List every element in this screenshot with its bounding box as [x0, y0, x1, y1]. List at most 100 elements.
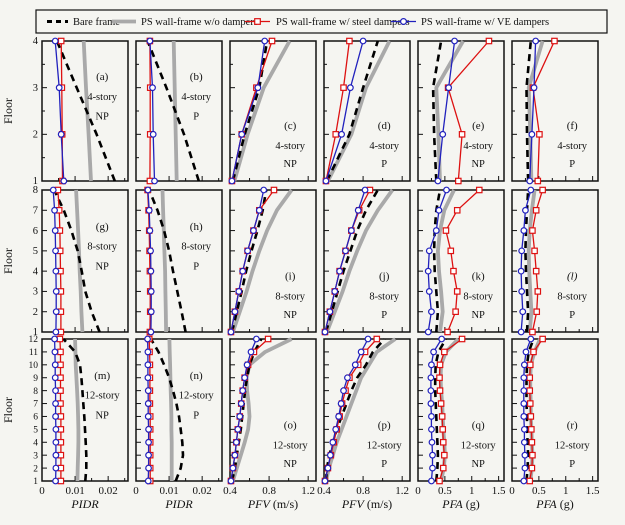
- panel-story-label: 12-story: [179, 391, 215, 402]
- series-wall-line: [167, 338, 174, 481]
- subplot-frame: [323, 338, 411, 482]
- series-wall-line: [434, 40, 465, 182]
- series-wall-line: [435, 189, 456, 333]
- series-wall-line: [73, 338, 81, 482]
- series-ve-line: [54, 40, 65, 182]
- subplot-d: (d) 4-story P: [322, 37, 411, 185]
- panel-story-label: 4-story: [557, 141, 587, 152]
- subplot-frame: [511, 40, 599, 182]
- x-axis-title: PFV (m/s): [341, 497, 392, 511]
- y-tick-label: 2: [33, 130, 38, 141]
- series-ve-markers: [520, 335, 535, 485]
- panel-letter: (q): [472, 419, 485, 431]
- y-tick-label: 2: [33, 464, 38, 474]
- series-ve-line: [325, 40, 364, 182]
- series-bare-line: [149, 338, 185, 482]
- panel-condition-label: NP: [95, 411, 109, 422]
- series-steel-line: [445, 189, 480, 333]
- subplot-frame: [41, 189, 129, 333]
- series-ve-line: [427, 189, 448, 333]
- x-tick-label: 1: [563, 485, 569, 497]
- x-axis-title: PIDR: [164, 497, 193, 511]
- panel-letter: (o): [284, 419, 297, 431]
- panel-condition-label: P: [381, 159, 387, 170]
- series-ve-line: [529, 40, 537, 182]
- legend-square-marker-icon: [254, 18, 261, 25]
- panel-story-label: 8-story: [463, 291, 493, 302]
- y-tick-label: 3: [33, 287, 38, 298]
- series-steel-line: [148, 338, 151, 481]
- panel-condition-label: P: [193, 262, 199, 273]
- series-bare-line: [231, 40, 269, 182]
- panel-story-label: 8-story: [275, 291, 305, 302]
- panel-condition-label: P: [193, 411, 199, 422]
- series-ve-markers: [321, 335, 372, 485]
- series-wall-line: [326, 40, 392, 182]
- subplot-frame: [229, 338, 317, 482]
- panel-story-label: 12-story: [555, 440, 591, 451]
- subplot-k: (k) 8-story NP: [417, 186, 505, 336]
- y-tick-label: 1: [33, 477, 38, 487]
- series-ve-markers: [526, 37, 540, 185]
- legend-label: PS wall-frame w/ steel dampers: [276, 17, 410, 28]
- subplot-o: 0.4 0.8 1.2 (o) 12-story NP: [223, 335, 317, 497]
- y-tick-label: 4: [33, 266, 39, 277]
- subplot-e: (e) 4-story NP: [417, 37, 505, 185]
- legend-circle-marker-icon: [400, 18, 408, 26]
- subplot-a: 1 2 3 4 (a) 4-story NP: [33, 36, 129, 187]
- series-steel-line: [532, 40, 556, 182]
- legend-entry-bare: Bare frame: [47, 17, 120, 28]
- series-ve-markers: [228, 37, 269, 185]
- panel-letter: (c): [284, 120, 297, 132]
- panel-story-label: 4-story: [463, 141, 493, 152]
- series-wall-line: [160, 189, 168, 333]
- series-ve-line: [231, 40, 266, 182]
- subplot-frame: [511, 189, 599, 333]
- subplot-h: (h) 8-story P: [135, 186, 223, 336]
- subplot-f: (f) 4-story P: [511, 37, 599, 185]
- subplot-p: 0.4 0.8 1.2 (p) 12-story P: [317, 335, 411, 497]
- panel-letter: (k): [472, 270, 485, 282]
- floor-axis-title: Floor: [1, 98, 15, 124]
- x-tick-label: 0.8: [356, 485, 370, 497]
- y-tick-label: 12: [29, 335, 39, 345]
- y-tick-label: 3: [33, 451, 38, 461]
- x-tick-label: 0.01: [159, 485, 178, 497]
- x-tick-label: 1.2: [301, 485, 315, 497]
- series-steel-markers: [54, 186, 65, 336]
- panel-story-label: 8-story: [181, 242, 211, 253]
- panel-story-label: 12-story: [85, 391, 121, 402]
- panel-condition-label: NP: [95, 262, 109, 273]
- x-tick-label: 0.4: [223, 485, 237, 497]
- subplot-frame: [511, 338, 599, 482]
- series-ve-line: [53, 338, 57, 482]
- legend-entry-steel: PS wall-frame w/ steel dampers: [245, 17, 410, 28]
- series-steel-markers: [442, 186, 483, 336]
- series-wall-line: [438, 337, 460, 482]
- legend-label: PS wall-frame w/ VE dampers: [421, 17, 549, 28]
- series-ve-markers: [517, 186, 535, 336]
- subplot-r: 0 0.5 1 1.5 (r) 12-story P: [509, 335, 600, 497]
- panel-letter: (i): [285, 270, 296, 282]
- panel-condition-label: P: [569, 310, 575, 321]
- series-bare-line: [55, 40, 117, 182]
- x-tick-label: 1.2: [395, 485, 409, 497]
- panel-story-label: 8-story: [87, 242, 117, 253]
- series-ve-markers: [51, 37, 68, 185]
- panel-condition-label: P: [569, 459, 575, 470]
- panel-condition-label: NP: [283, 459, 297, 470]
- x-axis-title: PFA (g): [441, 497, 479, 511]
- series-steel-line: [59, 338, 62, 481]
- subplot-frame: [229, 189, 317, 333]
- series-ve-markers: [51, 335, 60, 485]
- legend-label: Bare frame: [73, 17, 120, 28]
- panel-story-label: 4-story: [275, 141, 305, 152]
- panel-condition-label: NP: [471, 159, 485, 170]
- x-tick-label: 0.8: [262, 485, 276, 497]
- panel-condition-label: NP: [283, 159, 297, 170]
- panel-letter: (a): [96, 71, 109, 83]
- series-ve-line: [230, 189, 265, 333]
- subplot-frame: [41, 338, 129, 482]
- series-ve-markers: [424, 186, 450, 336]
